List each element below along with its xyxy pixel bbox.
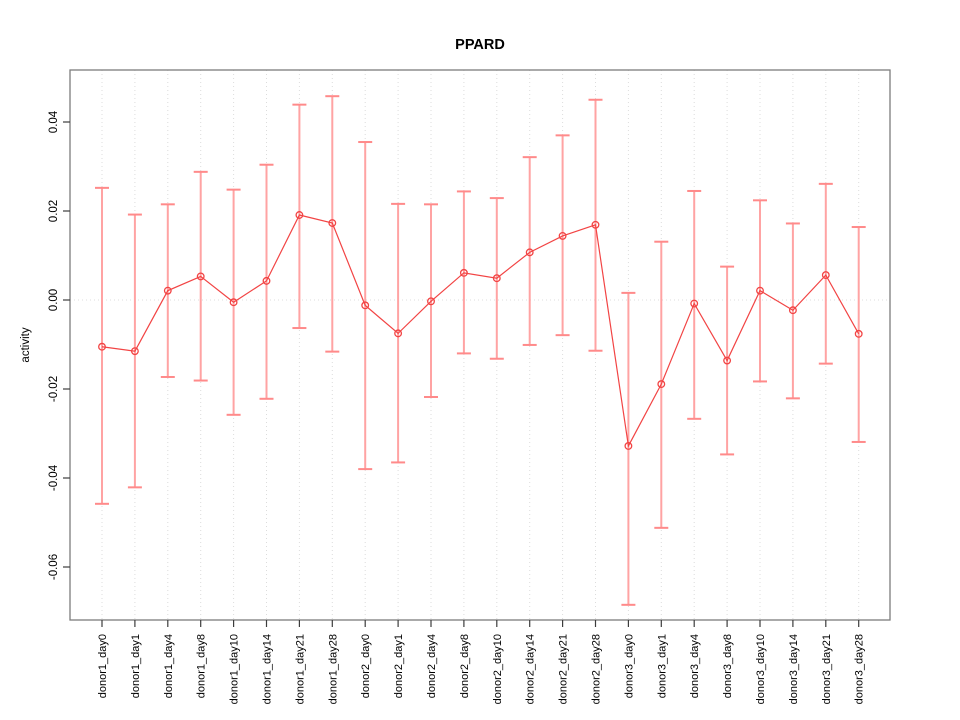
data-point: [427, 297, 435, 306]
x-tick-label: donor3_day21: [821, 634, 833, 704]
data-point: [229, 298, 238, 307]
x-tick-label: donor2_day8: [459, 634, 471, 698]
x-tick-label: donor3_day1: [656, 634, 668, 698]
x-tick-label: donor2_day1: [393, 634, 405, 698]
data-point: [130, 347, 139, 356]
x-tick-label: donor3_day4: [689, 634, 701, 698]
x-tick-label: donor2_day14: [525, 634, 537, 704]
data-point: [525, 248, 534, 257]
x-tick-label: donor1_day28: [327, 634, 339, 704]
x-tick-label: donor2_day21: [558, 634, 570, 704]
x-tick-label: donor3_day0: [623, 634, 635, 698]
data-line: [101, 214, 860, 448]
y-tick-label: 0.02: [48, 200, 60, 222]
plot-border: [69, 69, 891, 621]
x-tick-label: donor3_day8: [722, 634, 734, 698]
data-point: [262, 276, 271, 285]
y-tick-label: -0.06: [48, 554, 60, 580]
x-tick-label: donor3_day14: [788, 634, 800, 704]
x-tick-label: donor1_day4: [163, 634, 175, 698]
data-point: [591, 220, 600, 229]
data-point: [624, 442, 633, 450]
data-point: [459, 268, 468, 277]
y-tick-label: 0.04: [48, 110, 60, 133]
data-point: [98, 342, 106, 351]
data-point: [756, 286, 764, 295]
data-point: [196, 272, 205, 281]
data-point: [163, 286, 172, 295]
x-tick-label: donor3_day28: [854, 634, 866, 704]
x-tick-label: donor2_day0: [360, 634, 372, 698]
x-tick-label: donor2_day4: [426, 634, 438, 698]
data-point: [558, 231, 567, 240]
y-tick-label: -0.04: [48, 464, 60, 491]
x-tick-label: donor1_day21: [294, 634, 306, 704]
data-point: [723, 356, 732, 365]
data-point: [657, 380, 666, 389]
x-tick-label: donor1_day1: [130, 634, 142, 698]
y-tick-label: 0.00: [48, 289, 60, 311]
y-tick-label: -0.02: [48, 376, 60, 402]
x-tick-label: donor1_day0: [97, 634, 109, 698]
data-point: [690, 299, 699, 308]
data-point: [854, 329, 863, 338]
data-point: [328, 219, 337, 227]
data-point: [821, 271, 830, 280]
x-tick-label: donor1_day8: [196, 634, 208, 698]
data-point: [295, 211, 304, 219]
chart-title: PPARD: [455, 37, 505, 53]
data-point: [788, 306, 797, 315]
x-tick-label: donor3_day10: [755, 634, 767, 704]
data-point: [394, 329, 403, 338]
x-tick-label: donor2_day28: [591, 634, 603, 704]
y-axis-label: activity: [20, 327, 32, 363]
data-point: [361, 301, 370, 310]
data-point: [492, 274, 501, 283]
x-tick-label: donor1_day14: [262, 634, 274, 704]
x-tick-label: donor1_day10: [229, 634, 241, 704]
x-tick-label: donor2_day10: [492, 634, 504, 704]
